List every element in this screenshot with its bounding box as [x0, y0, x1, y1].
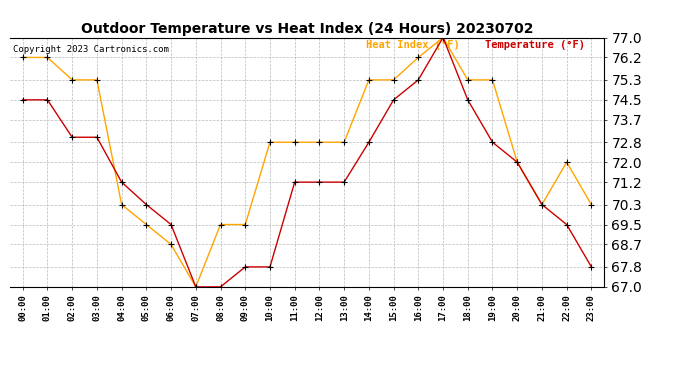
Title: Outdoor Temperature vs Heat Index (24 Hours) 20230702: Outdoor Temperature vs Heat Index (24 Ho…: [81, 22, 533, 36]
Text: Heat Index (°F): Heat Index (°F): [366, 40, 460, 50]
Text: Temperature (°F): Temperature (°F): [485, 40, 585, 50]
Text: Copyright 2023 Cartronics.com: Copyright 2023 Cartronics.com: [13, 45, 169, 54]
